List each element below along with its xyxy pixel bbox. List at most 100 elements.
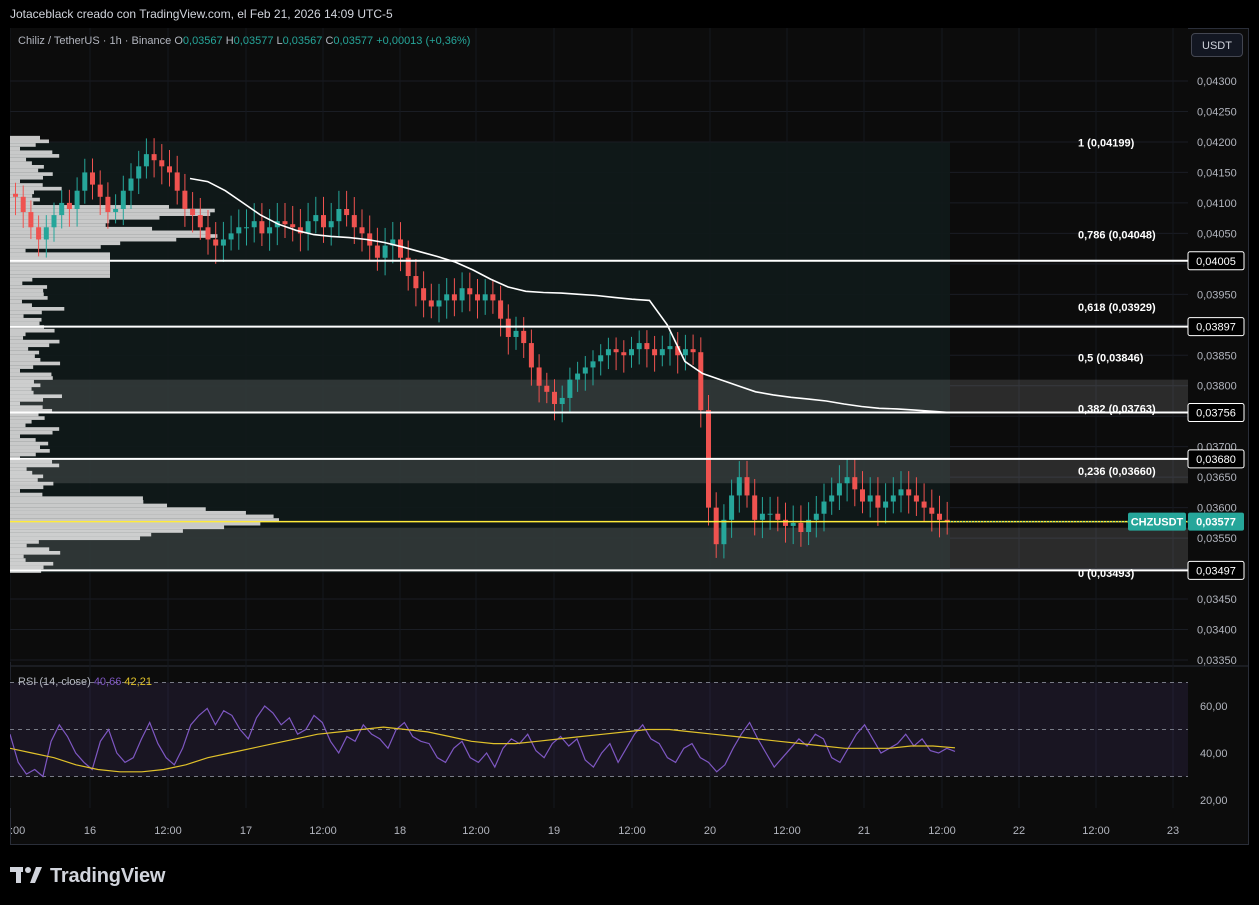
candle[interactable] bbox=[759, 513, 765, 520]
symbol-tag[interactable] bbox=[1128, 512, 1186, 531]
candle[interactable] bbox=[167, 166, 172, 173]
candle[interactable] bbox=[136, 166, 142, 179]
candle[interactable] bbox=[937, 513, 942, 520]
candle[interactable] bbox=[336, 208, 342, 222]
candle[interactable] bbox=[228, 233, 234, 240]
candle[interactable] bbox=[459, 288, 465, 301]
candle[interactable] bbox=[790, 522, 796, 526]
last-price-tag[interactable] bbox=[1188, 512, 1244, 531]
candle[interactable] bbox=[382, 245, 388, 258]
candle[interactable] bbox=[898, 489, 904, 496]
candle[interactable] bbox=[667, 346, 673, 350]
candle[interactable] bbox=[413, 276, 419, 289]
candle[interactable] bbox=[244, 227, 249, 229]
candle[interactable] bbox=[205, 227, 211, 240]
candle[interactable] bbox=[929, 507, 935, 514]
candle[interactable] bbox=[575, 373, 581, 380]
candle[interactable] bbox=[598, 355, 604, 362]
candle[interactable] bbox=[82, 172, 88, 191]
candle[interactable] bbox=[321, 215, 326, 228]
candle[interactable] bbox=[505, 318, 511, 337]
candle[interactable] bbox=[475, 294, 480, 301]
candle[interactable] bbox=[51, 215, 57, 228]
chart-canvas[interactable]: 0,04300 0,04250 0,04200 0,04150 0,04100 0,040… bbox=[10, 28, 1249, 845]
candle[interactable] bbox=[682, 349, 688, 356]
candle[interactable] bbox=[190, 208, 196, 216]
candle[interactable] bbox=[305, 221, 311, 234]
candle[interactable] bbox=[528, 343, 534, 368]
candle[interactable] bbox=[36, 227, 42, 240]
candle[interactable] bbox=[798, 522, 804, 533]
candle[interactable] bbox=[313, 215, 319, 222]
candle[interactable] bbox=[436, 300, 442, 307]
candle[interactable] bbox=[28, 212, 34, 228]
candle[interactable] bbox=[421, 288, 427, 301]
candle[interactable] bbox=[613, 349, 619, 353]
candle[interactable] bbox=[644, 343, 650, 350]
candle[interactable] bbox=[398, 239, 403, 258]
candle[interactable] bbox=[552, 391, 557, 405]
candle[interactable] bbox=[120, 190, 126, 209]
candle[interactable] bbox=[590, 361, 596, 368]
candle[interactable] bbox=[829, 495, 835, 502]
candle[interactable] bbox=[883, 501, 889, 508]
candle[interactable] bbox=[605, 349, 611, 356]
candle[interactable] bbox=[806, 519, 812, 533]
candle[interactable] bbox=[813, 513, 819, 520]
candle[interactable] bbox=[66, 202, 72, 209]
candle[interactable] bbox=[159, 160, 165, 167]
candle[interactable] bbox=[736, 477, 742, 496]
candle[interactable] bbox=[775, 513, 781, 520]
candle[interactable] bbox=[906, 489, 912, 496]
candle[interactable] bbox=[290, 224, 296, 228]
candle[interactable] bbox=[359, 227, 365, 234]
candle[interactable] bbox=[582, 367, 588, 374]
candle[interactable] bbox=[721, 519, 727, 545]
candle[interactable] bbox=[90, 172, 95, 185]
candle[interactable] bbox=[890, 495, 896, 502]
rsi-line[interactable] bbox=[10, 705, 956, 778]
candle[interactable] bbox=[351, 215, 357, 228]
candle[interactable] bbox=[297, 227, 303, 234]
candle[interactable] bbox=[405, 257, 411, 277]
candle[interactable] bbox=[536, 367, 542, 386]
candle[interactable] bbox=[13, 193, 18, 197]
candle[interactable] bbox=[921, 501, 927, 508]
support-zone[interactable] bbox=[10, 527, 1188, 571]
rsi-ma-line[interactable] bbox=[10, 726, 956, 773]
candle[interactable] bbox=[875, 495, 881, 508]
candle[interactable] bbox=[20, 196, 26, 213]
candle[interactable] bbox=[513, 330, 519, 337]
candle[interactable] bbox=[860, 489, 865, 502]
candle[interactable] bbox=[698, 352, 704, 411]
candle[interactable] bbox=[113, 208, 119, 213]
candle[interactable] bbox=[267, 227, 273, 234]
candle[interactable] bbox=[213, 239, 219, 246]
candle[interactable] bbox=[105, 196, 111, 213]
candle[interactable] bbox=[97, 184, 103, 197]
vwap-line[interactable] bbox=[189, 177, 951, 414]
candle[interactable] bbox=[151, 154, 157, 161]
candle[interactable] bbox=[521, 330, 527, 344]
candle[interactable] bbox=[498, 300, 504, 319]
candle[interactable] bbox=[729, 495, 735, 520]
candle[interactable] bbox=[567, 379, 573, 398]
candle[interactable] bbox=[220, 239, 226, 246]
candle[interactable] bbox=[852, 477, 858, 490]
candle[interactable] bbox=[783, 519, 788, 526]
candle[interactable] bbox=[767, 513, 773, 515]
candle[interactable] bbox=[844, 477, 850, 484]
candle[interactable] bbox=[659, 349, 665, 356]
candle[interactable] bbox=[836, 483, 842, 496]
candle[interactable] bbox=[428, 300, 434, 307]
symbol-name[interactable]: Chiliz / TetherUS · 1h · Binance bbox=[18, 35, 172, 47]
candle[interactable] bbox=[59, 202, 65, 216]
candle[interactable] bbox=[713, 507, 719, 545]
candle[interactable] bbox=[344, 208, 350, 216]
candle[interactable] bbox=[652, 349, 658, 356]
candle[interactable] bbox=[482, 294, 488, 301]
candle[interactable] bbox=[259, 221, 265, 234]
candle[interactable] bbox=[182, 190, 188, 209]
candle[interactable] bbox=[675, 346, 681, 356]
candle[interactable] bbox=[251, 221, 257, 228]
